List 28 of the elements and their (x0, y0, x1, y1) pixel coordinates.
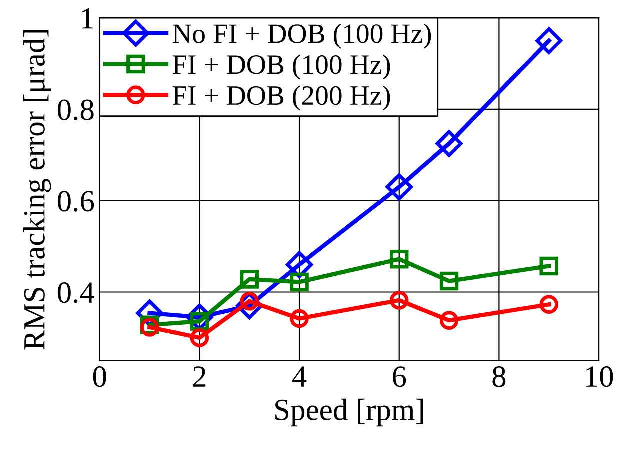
point (240, 270, 259, 289)
y-tick-label: 0.4 (58, 282, 94, 304)
x-tick-label: 2 (193, 366, 206, 387)
point (390, 291, 409, 310)
x-tick-label: 10 (586, 366, 614, 388)
point (436, 130, 463, 158)
point (540, 256, 558, 276)
y-tick-label: 0.8 (58, 100, 94, 120)
x-tick-label: 6 (393, 366, 406, 388)
point (290, 309, 309, 328)
x-axis-title: Speed [rpm] (276, 398, 424, 427)
point (440, 311, 459, 330)
y-tick-label: 0.6 (58, 191, 94, 212)
point (290, 272, 309, 292)
x-tick-label: 8 (492, 366, 506, 388)
x-tick-label: 0 (93, 366, 106, 388)
y-axis-title: RMS tracking error [μrad] (23, 30, 52, 350)
point (190, 328, 210, 348)
legend-label: FI + DOB (200 Hz) (172, 86, 390, 111)
point (540, 295, 558, 314)
point (440, 272, 459, 291)
point (386, 174, 413, 201)
legend-label: No FI + DOB (100 Hz) (172, 24, 432, 49)
point (536, 27, 563, 54)
x-tick-label: 4 (292, 366, 307, 387)
legend-label: FI + DOB (100 Hz) (172, 54, 390, 80)
y-tick-label: 1 (82, 8, 94, 29)
point (390, 250, 409, 269)
